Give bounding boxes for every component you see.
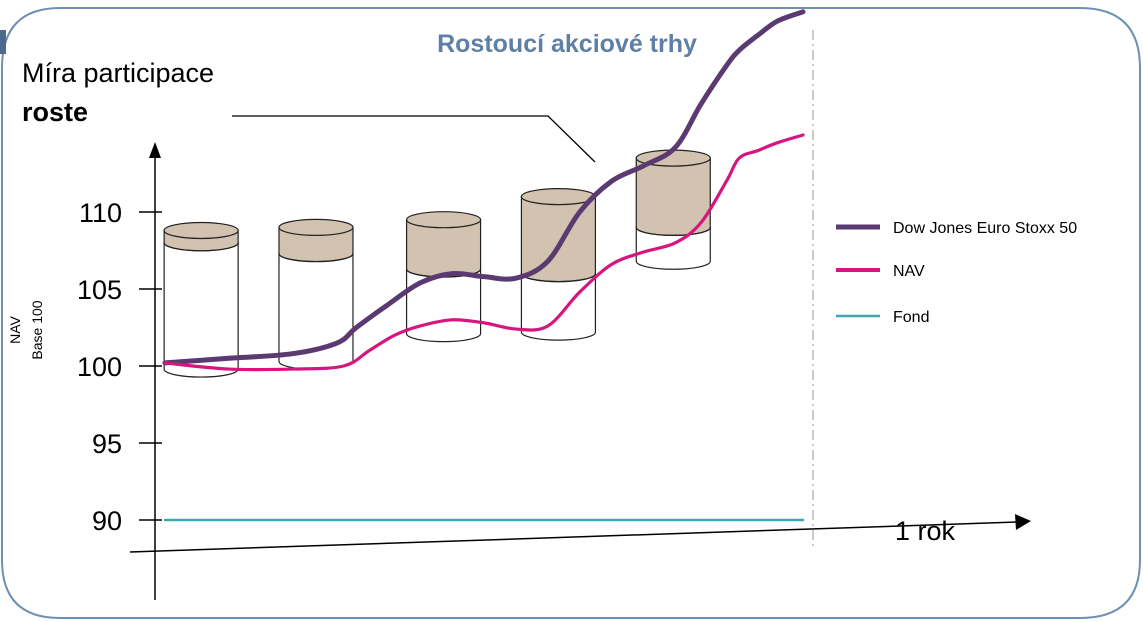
legend-item-2: Fond xyxy=(836,309,929,326)
x-axis xyxy=(129,514,1031,553)
x-axis-arrowhead xyxy=(1015,514,1031,530)
x-axis-label: 1 rok xyxy=(895,516,956,546)
y-axis xyxy=(149,142,161,600)
y-ticks: 90 95 100 105 110 xyxy=(77,198,162,536)
annotation-leader-line xyxy=(232,115,596,163)
chart-title: Rostoucí akciové trhy xyxy=(437,30,697,58)
corner-tab xyxy=(0,30,6,54)
annotation-line2: roste xyxy=(22,97,88,127)
legend-label-1: NAV xyxy=(893,263,925,280)
participation-cylinders xyxy=(163,149,711,378)
series-line-0 xyxy=(162,9,806,366)
legend-item-0: Dow Jones Euro Stoxx 50 xyxy=(836,220,1077,237)
legend-item-1: NAV xyxy=(836,263,925,280)
y-axis-label-line2: Base 100 xyxy=(29,300,45,359)
y-axis-arrowhead xyxy=(149,142,161,158)
y-axis-label: NAV Base 100 xyxy=(7,300,45,359)
series-line-1 xyxy=(163,133,805,372)
y-axis-label-line1: NAV xyxy=(7,315,23,343)
legend-label-0: Dow Jones Euro Stoxx 50 xyxy=(893,220,1077,237)
y-tick-label-3: 105 xyxy=(77,275,122,305)
participation-cylinder-0 xyxy=(163,221,239,378)
y-tick-label-2: 100 xyxy=(77,352,122,382)
annotation-line1: Míra participace xyxy=(22,58,214,88)
y-tick-label-1: 95 xyxy=(92,429,122,459)
series-lines xyxy=(162,9,806,522)
legend-label-2: Fond xyxy=(893,309,929,326)
y-tick-label-4: 110 xyxy=(79,198,122,228)
participation-cylinder-1 xyxy=(278,218,354,370)
legend: Dow Jones Euro Stoxx 50 NAV Fond xyxy=(836,220,1077,326)
y-tick-label-0: 90 xyxy=(92,506,122,536)
